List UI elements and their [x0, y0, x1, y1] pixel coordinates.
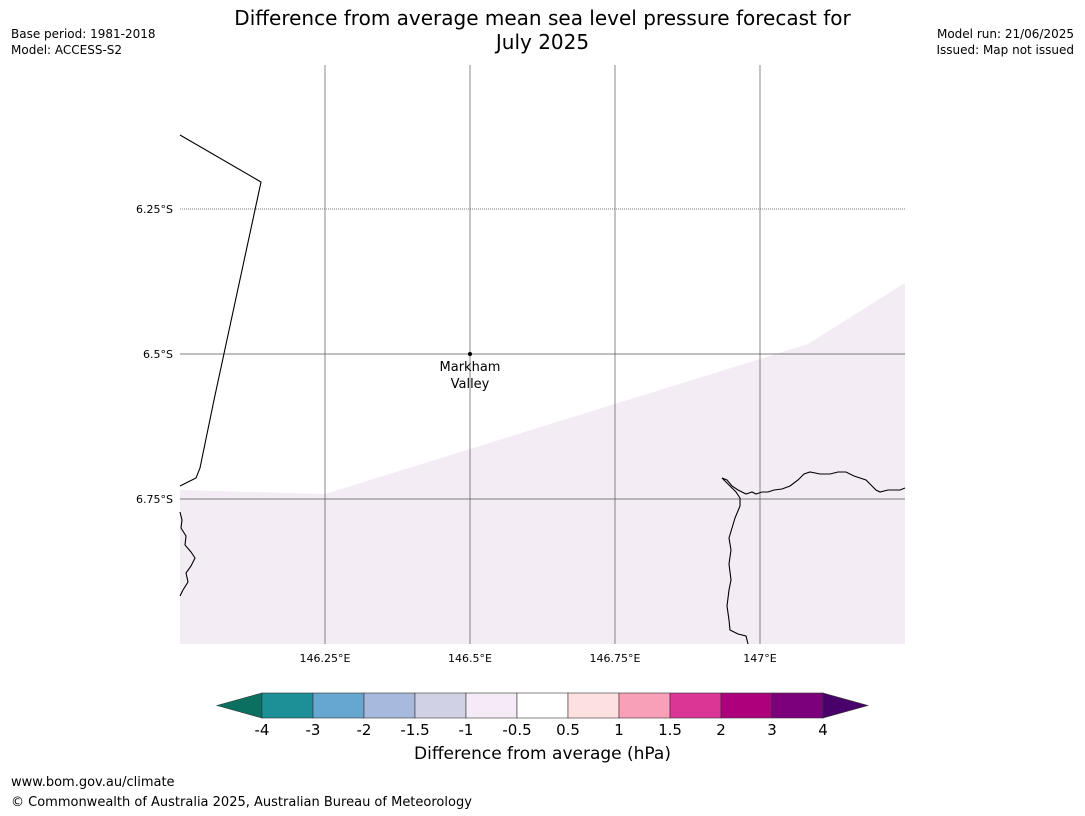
colorbar-tick-label: -4: [255, 721, 270, 739]
anomaly-fill-region: [180, 283, 905, 644]
issued-text: Issued: Map not issued: [936, 43, 1074, 57]
colorbar-tick-label: 0.5: [556, 721, 580, 739]
lat-gridlines: [180, 208, 905, 500]
colorbar-segment: [720, 692, 773, 719]
colorbar-segment: [567, 692, 620, 719]
coastline-west: [179, 134, 262, 487]
colorbar-segment: [618, 692, 671, 719]
coastline-southwest: [179, 511, 196, 597]
coastlines: [179, 134, 906, 645]
base-period-text: Base period: 1981-2018: [11, 27, 156, 41]
title-line-2: July 2025: [495, 30, 590, 54]
lon-label: 146.5°E: [448, 652, 492, 665]
model-text: Model: ACCESS-S2: [11, 43, 123, 57]
lat-label: 6.75°S: [136, 493, 173, 506]
colorbar-segment: [669, 692, 722, 719]
colorbar-tick-label: -1: [459, 721, 474, 739]
colorbar-segment: [261, 692, 314, 719]
colorbar-segments: [215, 692, 870, 719]
colorbar-tick-label: -3: [306, 721, 321, 739]
colorbar-segment: [465, 692, 518, 719]
model-run-text: Model run: 21/06/2025: [936, 27, 1074, 41]
place-label-line-2: Valley: [451, 377, 490, 392]
lat-labels: 6.25°S 6.5°S 6.75°S: [136, 203, 173, 506]
lat-label: 6.25°S: [136, 203, 173, 216]
lon-label: 146.25°E: [300, 652, 351, 665]
colorbar-segment: [516, 692, 569, 719]
colorbar-ticks: -4 -3 -2 -1.5 -1 -0.5 0.5 1 1.5 2 3 4: [255, 721, 828, 739]
colorbar-segment: [312, 692, 365, 719]
colorbar: -4 -3 -2 -1.5 -1 -0.5 0.5 1 1.5 2 3 4: [215, 692, 870, 739]
metadata-right: Model run: 21/06/2025 Issued: Map not is…: [936, 26, 1074, 58]
colorbar-extend-low: [215, 692, 263, 719]
lat-label: 6.5°S: [143, 348, 173, 361]
colorbar-label: Difference from average (hPa): [414, 744, 671, 764]
map-title: Difference from average mean sea level p…: [0, 6, 1085, 54]
colorbar-tick-label: 1.5: [658, 721, 682, 739]
place-label-line-1: Markham: [440, 360, 501, 375]
colorbar-tick-label: 1: [614, 721, 624, 739]
colorbar-tick-label: 2: [716, 721, 726, 739]
colorbar-segment: [771, 692, 824, 719]
colorbar-segment: [414, 692, 467, 719]
lon-label: 146.75°E: [590, 652, 641, 665]
colorbar-tick-label: -0.5: [502, 721, 531, 739]
map-panel: Markham Valley 6.25°S 6.5°S 6.75°S 146.2…: [136, 65, 906, 665]
colorbar-tick-label: 3: [767, 721, 777, 739]
colorbar-tick-label: -1.5: [400, 721, 429, 739]
colorbar-segment: [363, 692, 416, 719]
footer-url: www.bom.gov.au/climate: [11, 775, 175, 790]
lon-label: 147°E: [743, 652, 776, 665]
metadata-left: Base period: 1981-2018 Model: ACCESS-S2: [11, 26, 156, 58]
title-line-1: Difference from average mean sea level p…: [234, 6, 851, 30]
colorbar-tick-label: -2: [357, 721, 372, 739]
coastline-east: [721, 471, 906, 645]
footer-copyright: © Commonwealth of Australia 2025, Austra…: [11, 795, 472, 810]
lon-labels: 146.25°E 146.5°E 146.75°E 147°E: [300, 652, 777, 665]
lon-gridlines: [324, 65, 761, 644]
colorbar-tick-label: 4: [818, 721, 828, 739]
colorbar-extend-high: [822, 692, 870, 719]
place-marker: [468, 352, 472, 356]
